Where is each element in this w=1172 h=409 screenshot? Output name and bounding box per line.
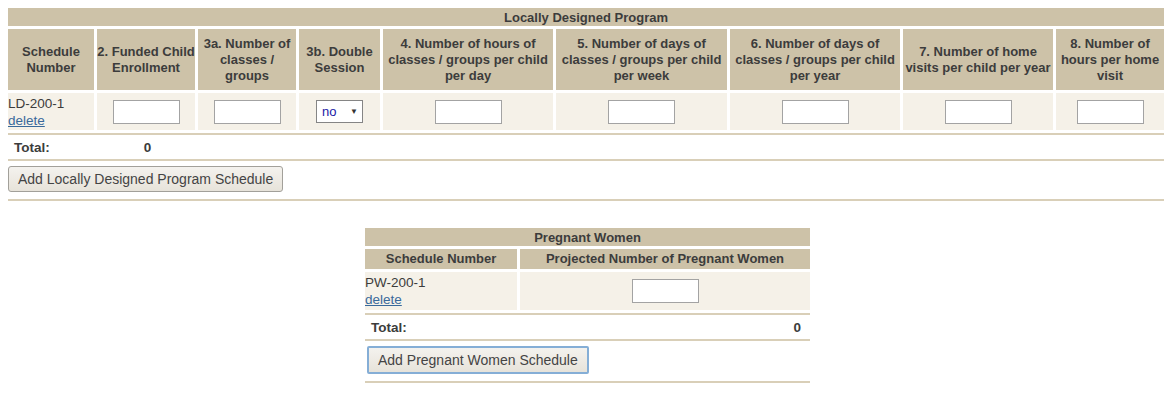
ld-col-funded-enrollment: 2. Funded Child Enrollment — [97, 29, 198, 93]
pw-delete-link[interactable]: delete — [365, 292, 402, 307]
double-session-select[interactable]: no ▼ — [316, 100, 363, 123]
pw-schedule-number: PW-200-1 — [365, 275, 426, 290]
add-locally-designed-program-schedule-button[interactable]: Add Locally Designed Program Schedule — [8, 166, 283, 192]
pw-schedule-cell: PW-200-1 delete — [365, 272, 520, 313]
ld-total-label: Total: — [8, 140, 97, 155]
ld-button-row: Add Locally Designed Program Schedule — [8, 159, 1164, 201]
pw-schedule-row: PW-200-1 delete — [365, 272, 810, 313]
ld-col-hours-per-home-visit: 8. Number of hours per home visit — [1056, 29, 1164, 93]
ld-col-home-visits-per-year: 7. Number of home visits per child per y… — [903, 29, 1056, 93]
ld-schedule-number: LD-200-1 — [8, 96, 64, 111]
pregnant-women-section: Pregnant Women Schedule Number Projected… — [365, 228, 810, 383]
classes-groups-input[interactable] — [214, 100, 281, 124]
ld-col-hours-per-day: 4. Number of hours of classes / groups p… — [383, 29, 556, 93]
pw-col-schedule-number: Schedule Number — [365, 249, 520, 272]
pregnant-women-table: Pregnant Women Schedule Number Projected… — [365, 228, 810, 313]
ld-schedule-row: LD-200-1 delete no ▼ — [8, 93, 1164, 133]
funded-enrollment-input[interactable] — [113, 100, 180, 124]
pw-total-label: Total: — [365, 320, 793, 335]
days-per-week-input[interactable] — [608, 100, 675, 124]
ld-total-value: 0 — [97, 140, 198, 155]
add-pregnant-women-schedule-button[interactable]: Add Pregnant Women Schedule — [367, 346, 589, 374]
ld-schedule-cell: LD-200-1 delete — [8, 93, 97, 133]
ld-col-double-session: 3b. Double Session — [299, 29, 383, 93]
pw-total-row: Total: 0 — [365, 313, 810, 339]
ld-total-row: Total: 0 — [8, 133, 1164, 159]
hours-per-home-visit-input[interactable] — [1077, 100, 1144, 124]
ld-col-classes-groups: 3a. Number of classes / groups — [198, 29, 299, 93]
locally-designed-program-section: Locally Designed Program Schedule Number… — [8, 8, 1164, 201]
ld-table-title: Locally Designed Program — [8, 8, 1164, 29]
ld-col-days-per-year: 6. Number of days of classes / groups pe… — [730, 29, 903, 93]
hours-per-day-input[interactable] — [435, 100, 502, 124]
home-visits-per-year-input[interactable] — [945, 100, 1012, 124]
pw-total-value: 0 — [793, 320, 810, 335]
days-per-year-input[interactable] — [782, 100, 849, 124]
chevron-down-icon: ▼ — [350, 107, 358, 116]
pw-col-projected-number: Projected Number of Pregnant Women — [520, 249, 810, 272]
ld-col-schedule-number: Schedule Number — [8, 29, 97, 93]
ld-delete-link[interactable]: delete — [8, 113, 45, 128]
double-session-selected-value: no — [322, 104, 336, 119]
locally-designed-program-table: Locally Designed Program Schedule Number… — [8, 8, 1164, 133]
pw-button-row: Add Pregnant Women Schedule — [365, 339, 810, 383]
projected-pregnant-women-input[interactable] — [632, 279, 699, 303]
ld-col-days-per-week: 5. Number of days of classes / groups pe… — [556, 29, 730, 93]
pw-table-title: Pregnant Women — [365, 228, 810, 249]
